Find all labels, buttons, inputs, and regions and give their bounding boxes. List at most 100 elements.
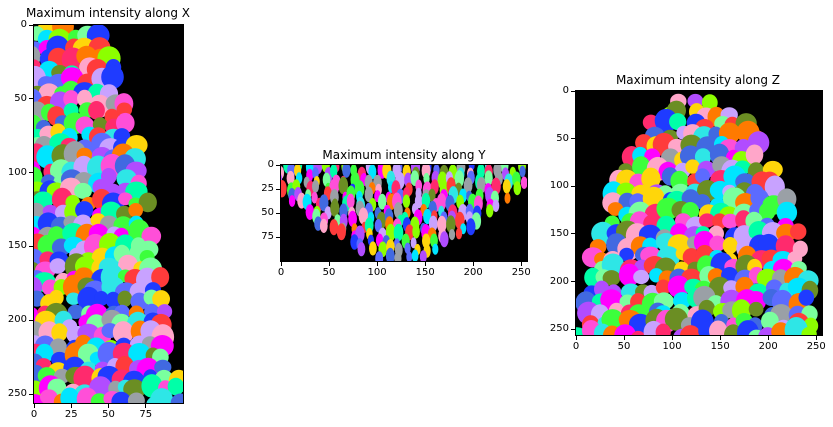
cell-label-blob xyxy=(655,323,671,335)
y-tick-mark xyxy=(29,393,33,395)
cell-label-blob xyxy=(432,243,439,255)
x-tick-mark xyxy=(719,336,721,340)
cell-label-blob xyxy=(138,192,157,213)
cell-label-blob xyxy=(446,215,456,233)
y-tick-mark xyxy=(571,185,575,187)
cell-label-blob xyxy=(410,237,417,249)
cell-label-blob xyxy=(513,181,522,196)
cell-label-blob xyxy=(94,291,109,306)
cell-label-blob xyxy=(319,218,328,233)
y-tick-mark xyxy=(29,172,33,174)
cell-label-blob xyxy=(63,90,79,108)
cell-label-blob xyxy=(699,213,716,228)
cell-label-blob xyxy=(419,250,427,261)
cell-label-blob xyxy=(394,251,402,261)
y-tick-label: 150 xyxy=(549,227,569,239)
cell-label-blob xyxy=(151,267,170,288)
panel-x-title: Maximum intensity along X xyxy=(25,6,191,20)
cell-label-blob xyxy=(519,165,526,178)
x-tick-label: 250 xyxy=(511,267,531,278)
y-tick-mark xyxy=(571,90,575,92)
cell-label-blob xyxy=(152,290,170,308)
y-tick-mark xyxy=(571,138,575,140)
cell-label-blob xyxy=(411,249,419,261)
x-tick-mark xyxy=(815,336,817,340)
cell-label-blob xyxy=(67,304,84,319)
cell-label-blob xyxy=(170,393,183,403)
cell-label-blob xyxy=(112,321,134,344)
cell-label-blob xyxy=(502,179,511,194)
cell-label-blob xyxy=(336,223,346,241)
cell-label-blob xyxy=(440,231,449,248)
x-tick-label: 0 xyxy=(277,267,285,278)
cell-label-blob xyxy=(466,218,476,236)
cell-label-blob xyxy=(350,234,359,250)
panel-y-image xyxy=(280,164,528,262)
cell-label-blob xyxy=(101,64,124,90)
x-tick-mark xyxy=(424,262,426,266)
cell-label-blob xyxy=(338,176,349,195)
cell-label-blob xyxy=(759,202,776,221)
cell-label-blob xyxy=(428,188,436,202)
cell-label-blob xyxy=(330,199,340,217)
cell-label-blob xyxy=(669,113,687,131)
label-blobs-1 xyxy=(281,165,527,261)
y-tick-mark xyxy=(29,319,33,321)
cell-label-blob xyxy=(40,389,58,403)
x-tick-mark xyxy=(376,262,378,266)
cell-label-blob xyxy=(680,325,701,335)
cell-label-blob xyxy=(346,193,355,209)
x-tick-label: 150 xyxy=(415,267,435,278)
x-tick-label: 100 xyxy=(367,267,387,278)
cell-label-blob xyxy=(614,324,636,335)
cell-label-blob xyxy=(357,242,366,257)
x-tick-label: 75 xyxy=(139,409,153,420)
cell-label-blob xyxy=(798,289,815,306)
y-tick-label: 100 xyxy=(549,180,569,192)
cell-label-blob xyxy=(701,94,718,112)
x-tick-mark xyxy=(575,336,577,340)
cell-label-blob xyxy=(631,330,645,335)
cell-label-blob xyxy=(745,144,764,165)
cell-label-blob xyxy=(127,392,145,403)
y-tick-mark xyxy=(571,233,575,235)
y-tick-mark xyxy=(29,98,33,100)
cell-label-blob xyxy=(75,201,94,220)
cell-label-blob xyxy=(330,165,338,178)
x-tick-mark xyxy=(70,404,72,408)
cell-label-blob xyxy=(167,377,183,396)
panel-x-image xyxy=(33,24,184,404)
cell-label-blob xyxy=(682,248,700,267)
cell-label-blob xyxy=(393,202,403,219)
cell-label-blob xyxy=(342,165,351,178)
cell-label-blob xyxy=(695,168,710,184)
cell-label-blob xyxy=(88,101,105,120)
cell-label-blob xyxy=(150,388,174,403)
cell-label-blob xyxy=(111,391,131,403)
cell-label-blob xyxy=(504,192,511,204)
cell-label-blob xyxy=(319,194,329,212)
x-tick-label: 0 xyxy=(30,409,38,420)
cell-label-blob xyxy=(448,229,456,241)
cell-label-blob xyxy=(492,199,500,212)
cell-label-blob xyxy=(406,251,413,261)
y-tick-mark xyxy=(571,328,575,330)
cell-label-blob xyxy=(412,224,420,239)
x-tick-label: 200 xyxy=(463,267,483,278)
cell-label-blob xyxy=(281,180,287,198)
cell-label-blob xyxy=(281,166,285,180)
cell-label-blob xyxy=(455,227,463,240)
y-tick-label: 75 xyxy=(261,231,274,242)
cell-label-blob xyxy=(801,326,817,335)
cell-label-blob xyxy=(404,242,411,254)
y-tick-label: 50 xyxy=(556,132,569,144)
y-tick-label: 0 xyxy=(562,85,569,96)
x-tick-label: 50 xyxy=(102,409,115,420)
cell-label-blob xyxy=(709,235,726,252)
x-tick-mark xyxy=(280,262,282,266)
x-tick-label: 25 xyxy=(64,409,78,420)
cell-label-blob xyxy=(602,270,621,286)
cell-label-blob xyxy=(329,219,339,236)
cell-label-blob xyxy=(116,102,133,117)
cell-label-blob xyxy=(722,237,738,254)
